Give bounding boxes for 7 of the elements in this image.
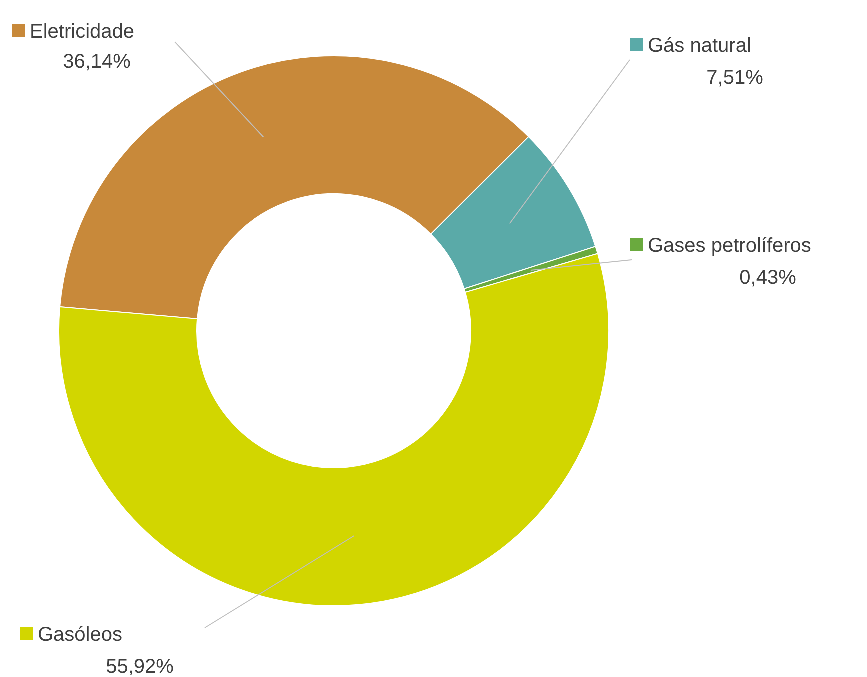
legend-label: Gasóleos [38,624,122,646]
legend-label: Eletricidade [30,21,135,43]
legend-label: Gás natural [648,35,752,57]
legend-label: Gases petrolíferos [648,235,812,257]
data-label: 36,14% [63,51,132,73]
data-label: 7,51% [706,67,764,89]
data-label: 0,43% [740,267,797,289]
